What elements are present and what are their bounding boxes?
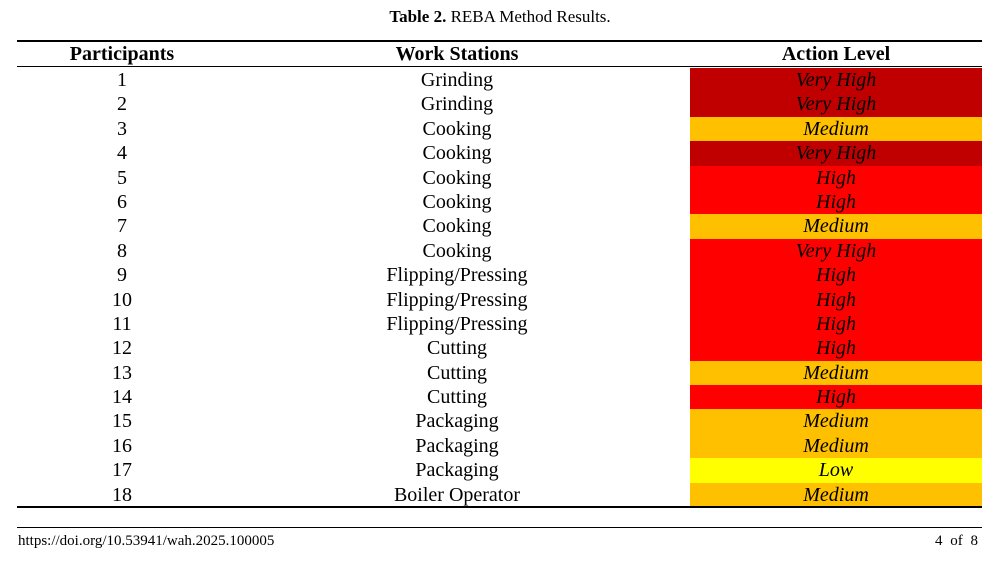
participant-cell: 9	[117, 264, 127, 287]
work-station-cell: Packaging	[415, 459, 499, 482]
work-station-cell: Grinding	[420, 69, 494, 91]
action-level-cell: Very High	[690, 92, 982, 117]
participant-cell: 13	[112, 361, 132, 384]
table-row: 14 Cutting High	[17, 385, 982, 410]
action-level-cell: Very High	[690, 238, 982, 264]
participant-cell: 11	[112, 312, 132, 335]
action-level-cell: Medium	[690, 409, 982, 434]
participant-cell: 10	[112, 288, 132, 311]
participant-cell: 5	[117, 166, 127, 189]
header-participants: Participants	[69, 43, 175, 65]
participant-cell: 7	[117, 215, 127, 238]
participant-cell: 14	[112, 386, 132, 409]
table-header: Participants Work Stations Action Level	[17, 43, 982, 65]
header-work-stations: Work Stations	[395, 43, 519, 65]
table-row: 9 Flipping/Pressing High	[17, 263, 982, 288]
work-station-cell: Cooking	[422, 117, 492, 140]
table-row: 17 Packaging Low	[17, 458, 982, 483]
doi-link[interactable]: https://doi.org/10.53941/wah.2025.100005	[18, 533, 275, 549]
action-level-cell: Medium	[690, 433, 982, 459]
table-body: 1 Grinding Very High 2 Grinding Very High 3 Coo…	[17, 68, 982, 508]
table-top-rule	[17, 40, 982, 42]
table-row: 6 Cooking High	[17, 189, 982, 215]
work-station-cell: Grinding	[420, 93, 494, 116]
work-station-cell: Cutting	[426, 337, 487, 360]
action-level-cell: Very High	[690, 141, 982, 166]
footer-rule	[17, 527, 982, 528]
action-level-cell: Medium	[690, 482, 982, 508]
participant-cell: 15	[112, 410, 132, 433]
table-row: 4 Cooking Very High	[17, 141, 982, 166]
action-level-cell: High	[690, 311, 982, 337]
work-station-cell: Cooking	[422, 239, 492, 262]
participant-cell: 17	[112, 459, 132, 482]
table-caption-label: Table 2.	[389, 7, 447, 26]
participant-cell: 8	[117, 239, 127, 262]
action-level-cell: High	[690, 263, 982, 288]
work-station-cell: Flipping/Pressing	[386, 288, 528, 311]
participant-cell: 12	[112, 337, 132, 360]
action-level-cell: High	[690, 385, 982, 410]
action-level-cell: High	[690, 165, 982, 190]
work-station-cell: Cooking	[422, 215, 492, 238]
action-level-cell: High	[690, 336, 982, 361]
participant-cell: 2	[117, 93, 127, 116]
participant-cell: 4	[117, 142, 127, 165]
table-row: 1 Grinding Very High	[17, 68, 982, 93]
action-level-cell: Low	[690, 458, 982, 483]
work-station-cell: Flipping/Pressing	[386, 312, 528, 335]
work-station-cell: Packaging	[415, 410, 499, 433]
table-row: 10 Flipping/Pressing High	[17, 287, 982, 312]
participant-cell: 18	[112, 483, 132, 506]
table-row: 16 Packaging Medium	[17, 433, 982, 459]
table-row: 13 Cutting Medium	[17, 360, 982, 386]
table-caption-text: REBA Method Results.	[450, 7, 611, 26]
work-station-cell: Cutting	[426, 361, 487, 384]
action-level-cell: Very High	[690, 68, 982, 93]
work-station-cell: Cooking	[422, 142, 492, 165]
table-bottom-rule	[17, 506, 982, 508]
work-station-cell: Cooking	[422, 190, 492, 213]
header-action-level: Action Level	[781, 43, 891, 65]
participant-cell: 3	[117, 117, 127, 140]
work-station-cell: Packaging	[415, 434, 499, 457]
table-row: 18 Boiler Operator Medium	[17, 482, 982, 508]
table-header-rule	[17, 66, 982, 67]
action-level-cell: Medium	[690, 116, 982, 142]
action-level-cell: High	[690, 189, 982, 215]
work-station-cell: Cutting	[426, 386, 487, 409]
participant-cell: 1	[117, 69, 127, 91]
action-level-cell: Medium	[690, 360, 982, 386]
participant-cell: 16	[112, 434, 132, 457]
table-row: 12 Cutting High	[17, 336, 982, 361]
work-station-cell: Cooking	[422, 166, 492, 189]
page-number: 4 of 8	[935, 533, 978, 549]
work-station-cell: Flipping/Pressing	[386, 264, 528, 287]
table-row: 3 Cooking Medium	[17, 116, 982, 142]
table-row: 5 Cooking High	[17, 165, 982, 190]
table-row: 15 Packaging Medium	[17, 409, 982, 434]
table-row: 11 Flipping/Pressing High	[17, 311, 982, 337]
table-row: 2 Grinding Very High	[17, 92, 982, 117]
table-row: 8 Cooking Very High	[17, 238, 982, 264]
action-level-cell: Medium	[690, 214, 982, 239]
action-level-cell: High	[690, 287, 982, 312]
participant-cell: 6	[117, 190, 127, 213]
work-station-cell: Boiler Operator	[393, 483, 521, 506]
table-caption: Table 2. REBA Method Results.	[0, 6, 1000, 28]
table-row: 7 Cooking Medium	[17, 214, 982, 239]
